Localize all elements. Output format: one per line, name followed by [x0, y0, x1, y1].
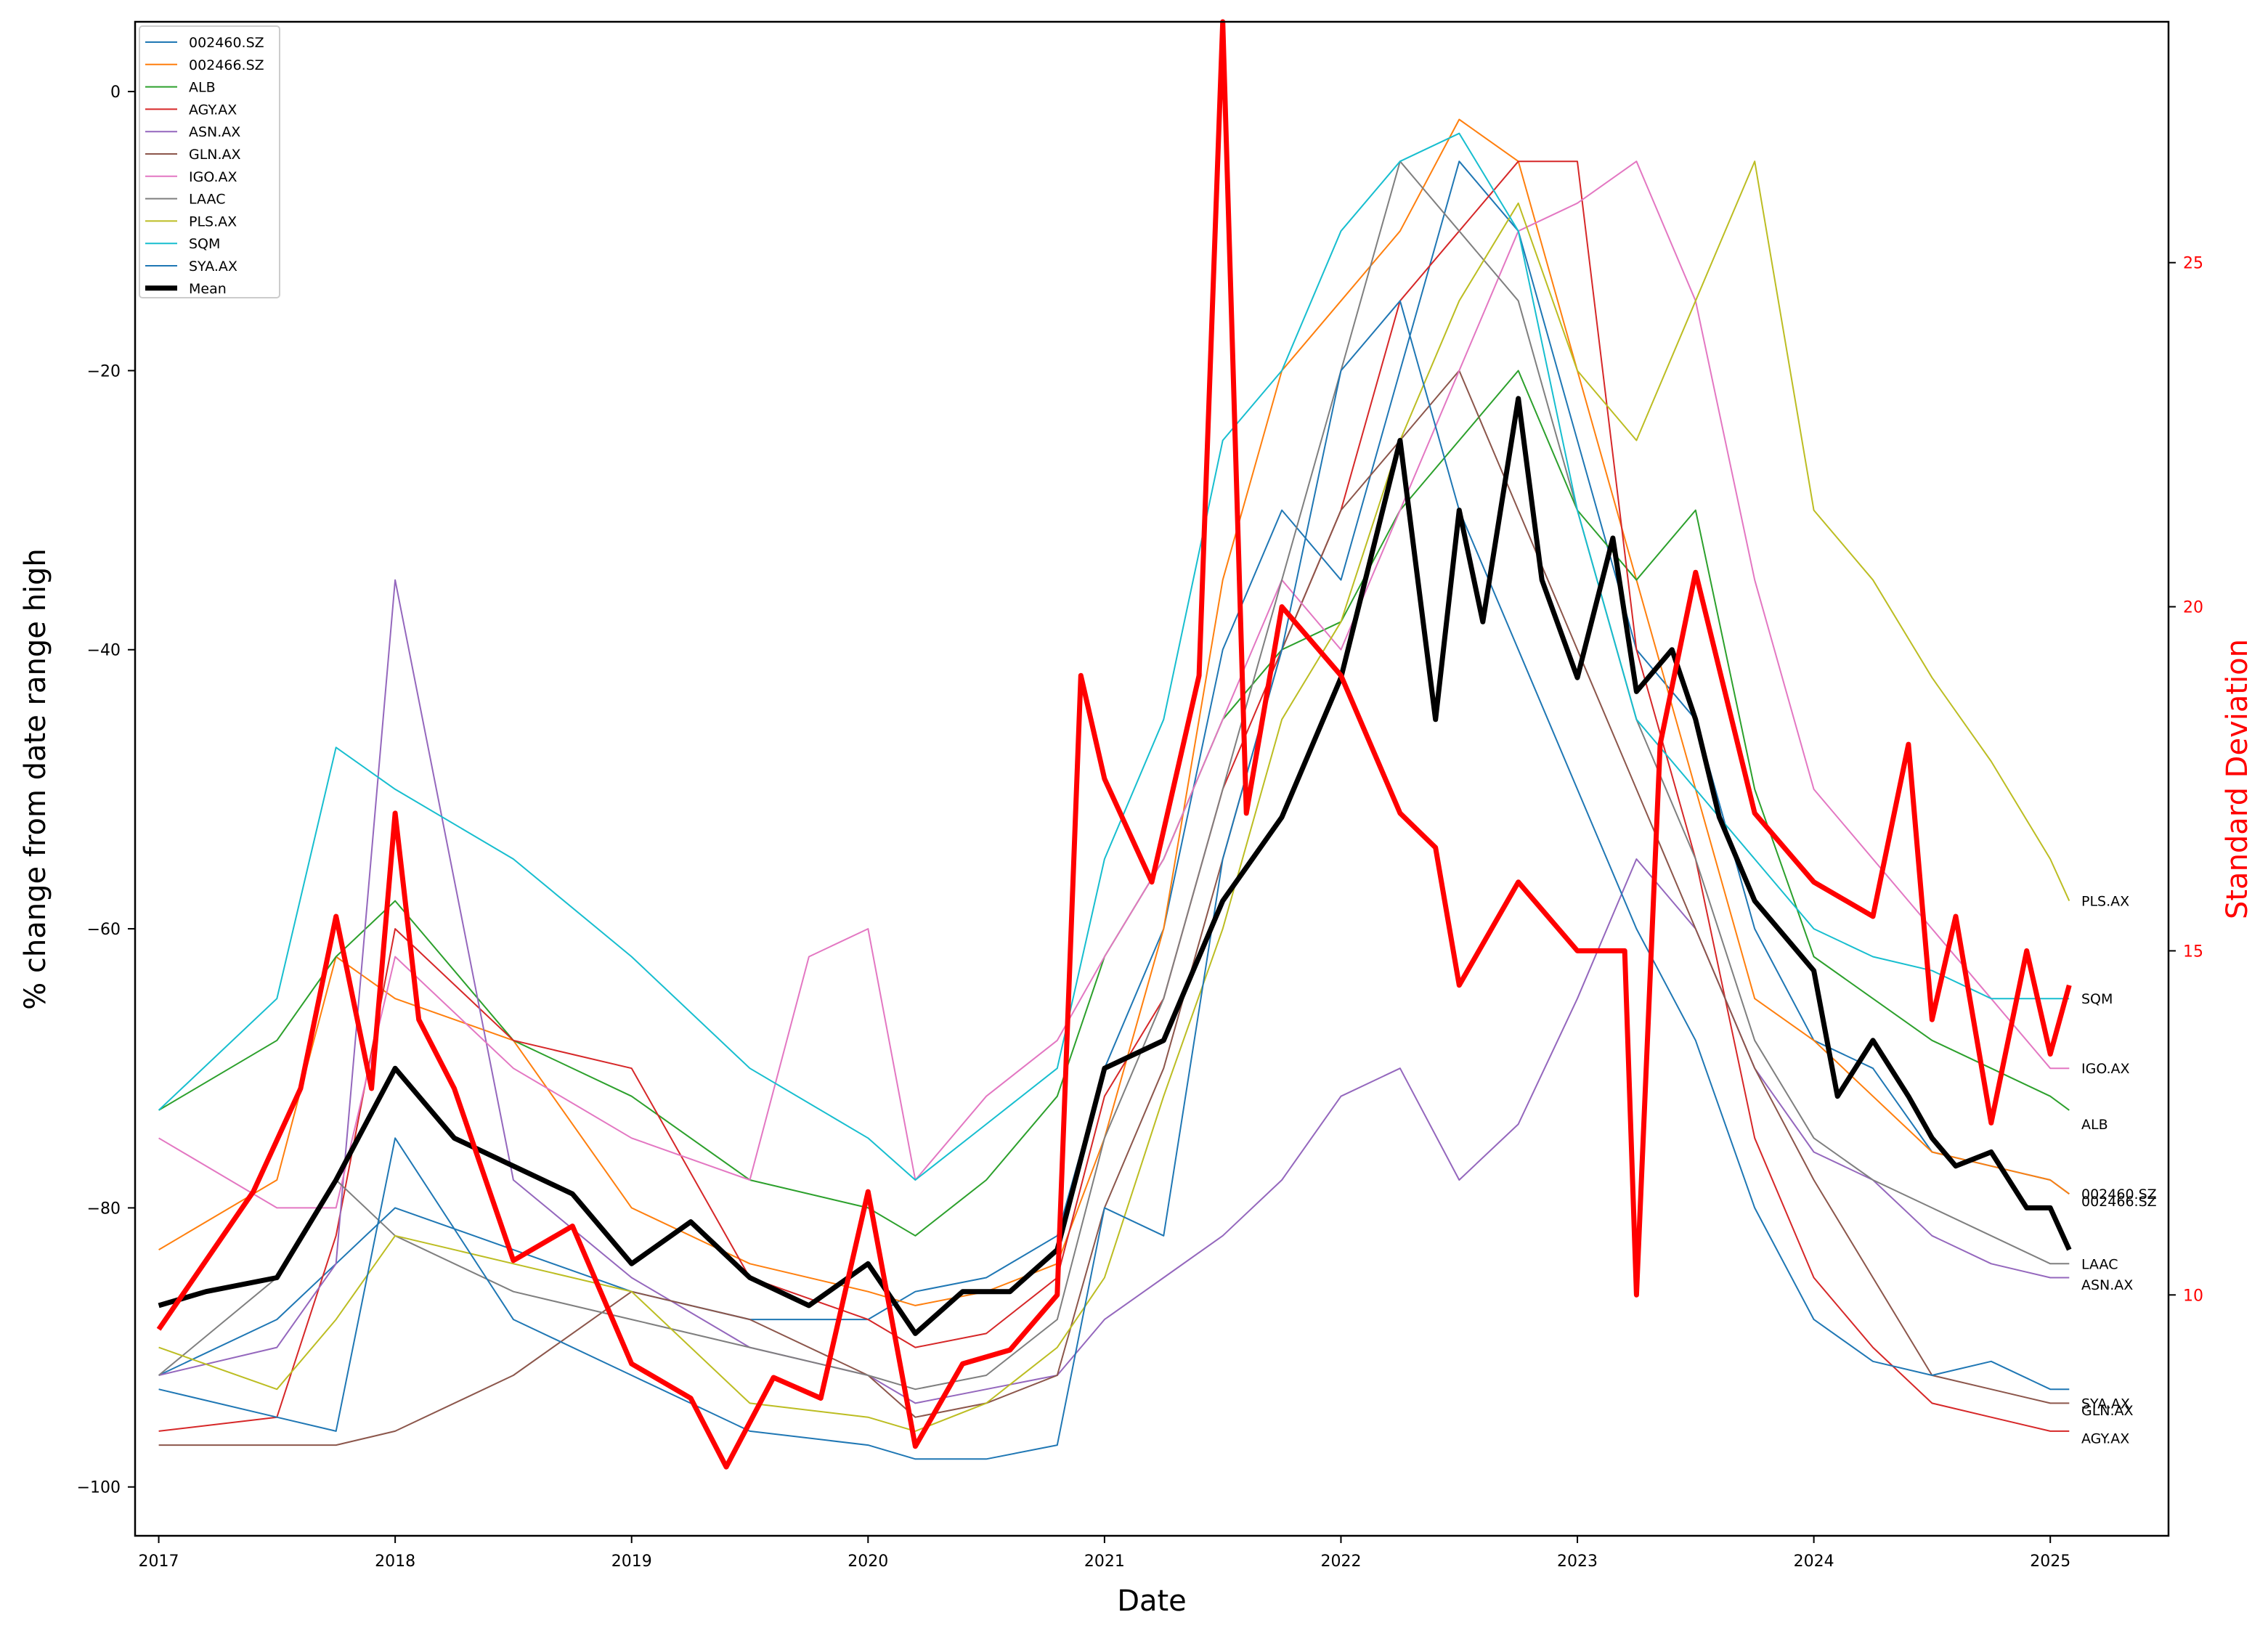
- y-right-tick-label: 10: [2183, 1287, 2203, 1305]
- legend-item-pls-ax: PLS.AX: [145, 213, 237, 229]
- legend-item-agy-ax: AGY.AX: [145, 102, 237, 118]
- legend-label: ASN.AX: [189, 124, 240, 140]
- y-tick-label: −100: [77, 1479, 121, 1497]
- series-line-sya-ax: [158, 300, 2070, 1460]
- series-line-igo-ax: [158, 160, 2070, 1209]
- legend-item-igo-ax: IGO.AX: [145, 169, 237, 185]
- legend-item-asn-ax: ASN.AX: [145, 124, 240, 140]
- y-axis-title: % change from date range high: [19, 548, 52, 1010]
- legend-label: 002460.SZ: [189, 35, 264, 51]
- y-axis-right: 10 15 20 25: [2169, 255, 2203, 1305]
- legend-label: IGO.AX: [189, 169, 237, 185]
- y-axis-left: 0 −20 −40 −60 −80 −100: [77, 84, 135, 1497]
- legend-item-gln-ax: GLN.AX: [145, 147, 241, 163]
- legend-label: SQM: [189, 236, 220, 252]
- x-tick-label: 2022: [1320, 1552, 1361, 1571]
- legend-box: [139, 25, 280, 298]
- legend-label: LAAC: [189, 192, 225, 208]
- legend: 002460.SZ 002466.SZ ALB AGY.AX ASN.AX GLN.AX I…: [139, 25, 280, 298]
- y-right-tick-label: 15: [2183, 943, 2203, 961]
- end-label-agy-ax: AGY.AX: [2081, 1431, 2129, 1446]
- series-line-asn-ax: [158, 579, 2070, 1404]
- end-label-laac: LAAC: [2081, 1256, 2118, 1272]
- series-line-mean: [158, 396, 2072, 1336]
- y-tick-label: −20: [87, 362, 121, 380]
- end-label-gln-ax: GLN.AX: [2081, 1403, 2134, 1419]
- end-label-asn-ax: ASN.AX: [2081, 1277, 2133, 1293]
- y-right-tick-label: 25: [2183, 255, 2203, 273]
- legend-item-mean: Mean: [145, 281, 227, 297]
- x-tick-label: 2018: [375, 1552, 415, 1571]
- legend-label: SYA.AX: [189, 259, 237, 274]
- y-tick-label: −40: [87, 642, 121, 660]
- y-right-tick-label: 20: [2183, 599, 2203, 617]
- series-line-standard-deviation: [156, 19, 2072, 1470]
- y-tick-label: −80: [87, 1200, 121, 1218]
- legend-item-sya-ax: SYA.AX: [145, 259, 237, 274]
- end-label-alb: ALB: [2081, 1117, 2108, 1133]
- legend-label: ALB: [189, 80, 216, 96]
- series-layer: [156, 19, 2072, 1470]
- x-tick-label: 2017: [139, 1552, 179, 1571]
- plot-frame: [134, 20, 2170, 1537]
- end-label-pls-ax: PLS.AX: [2081, 894, 2129, 910]
- legend-label: AGY.AX: [189, 102, 237, 118]
- legend-item-002466-sz: 002466.SZ: [145, 57, 264, 73]
- series-line-laac: [158, 160, 2070, 1391]
- legend-label: PLS.AX: [189, 213, 237, 229]
- legend-item-002460-sz: 002460.SZ: [145, 35, 264, 51]
- y-tick-label: −60: [87, 921, 121, 939]
- series-line-pls-ax: [158, 160, 2070, 1432]
- end-label-sya-ax: SYA.AX: [2081, 1396, 2130, 1412]
- x-tick-label: 2020: [848, 1552, 888, 1571]
- legend-label: Mean: [189, 281, 227, 297]
- end-label-igo-ax: IGO.AX: [2081, 1061, 2130, 1077]
- x-tick-label: 2019: [611, 1552, 652, 1571]
- legend-item-sqm: SQM: [145, 236, 220, 252]
- x-axis-title: Date: [1117, 1584, 1187, 1618]
- x-tick-label: 2025: [2030, 1552, 2070, 1571]
- end-label-002466-sz: 002466.SZ: [2081, 1194, 2157, 1210]
- end-label-sqm: SQM: [2081, 991, 2113, 1007]
- legend-item-alb: ALB: [145, 80, 216, 96]
- x-tick-label: 2024: [1794, 1552, 1834, 1571]
- x-tick-label: 2021: [1084, 1552, 1125, 1571]
- legend-label: 002466.SZ: [189, 57, 264, 73]
- legend-item-laac: LAAC: [145, 192, 225, 208]
- x-axis: 2017 2018 2019 2020 2021 2022 2023 2024 2025: [139, 1536, 2070, 1571]
- y-tick-label: 0: [110, 84, 121, 102]
- x-tick-label: 2023: [1557, 1552, 1598, 1571]
- end-label-002460-sz: 002460.SZ: [2081, 1187, 2157, 1202]
- y-axis-right-title: Standard Deviation: [2221, 639, 2254, 919]
- legend-label: GLN.AX: [189, 147, 241, 163]
- series-line-sqm: [158, 132, 2070, 1181]
